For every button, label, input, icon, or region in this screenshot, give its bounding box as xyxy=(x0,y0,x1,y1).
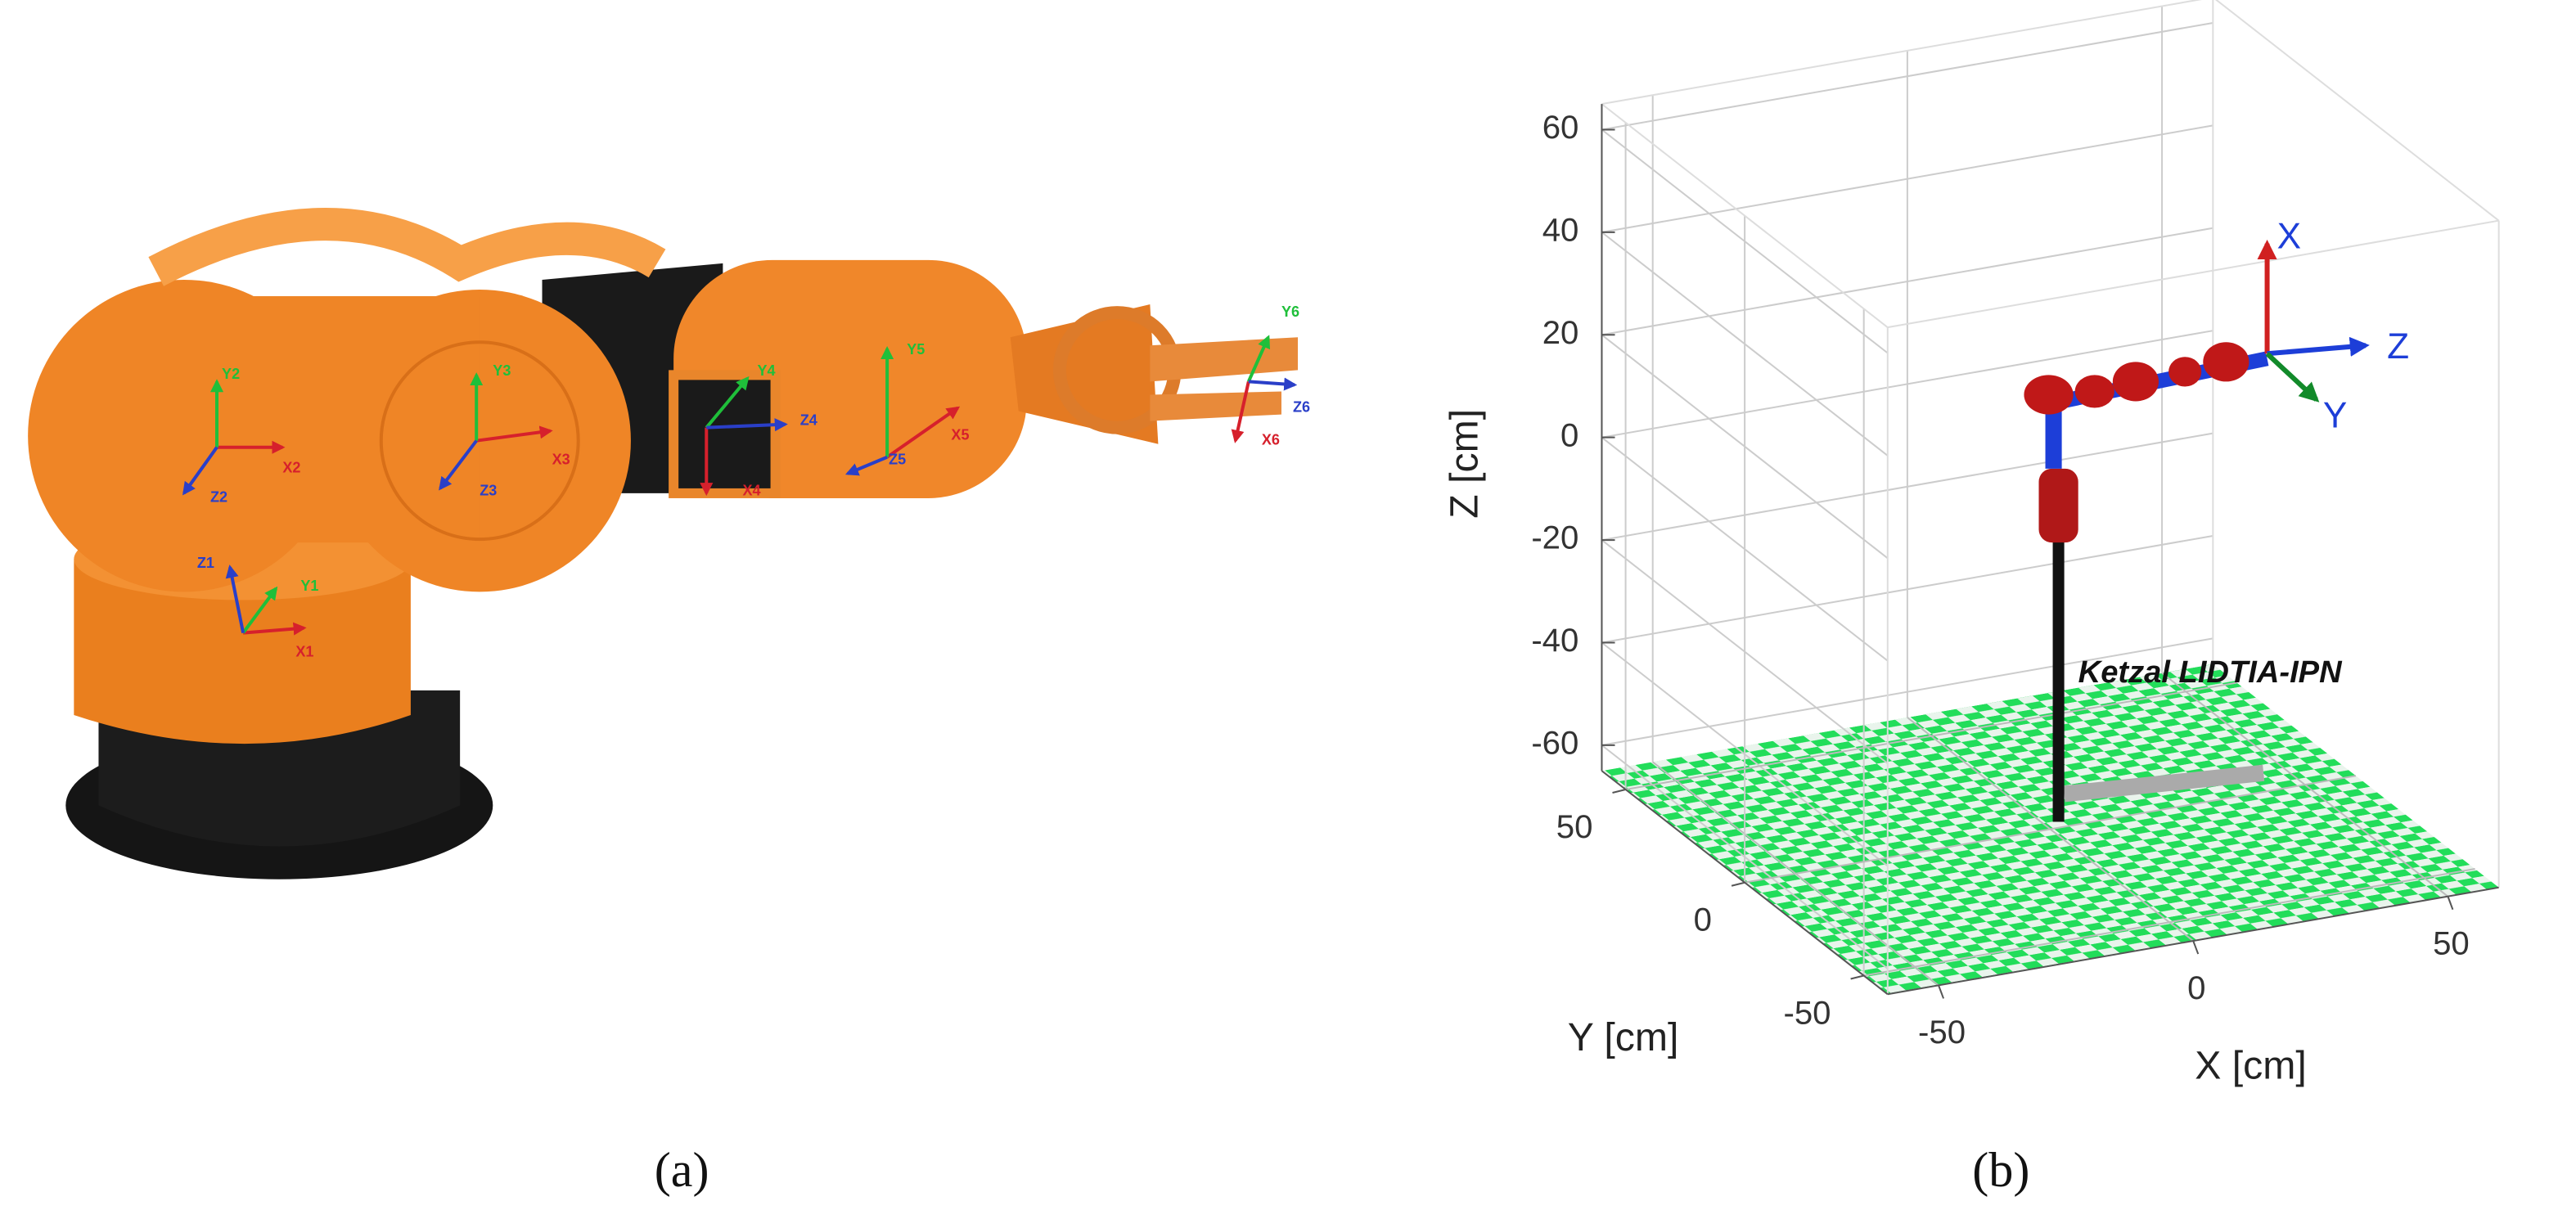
frame-axis xyxy=(242,622,307,636)
x-tick-label: 50 xyxy=(2433,924,2470,961)
frame-axis xyxy=(182,446,218,496)
tick-mark xyxy=(1731,881,1745,887)
z-axis-label: Z [cm] xyxy=(1443,409,1487,519)
box-edge xyxy=(2214,0,2500,222)
z-tick-label: 0 xyxy=(1560,416,1578,453)
z-tick-label: -60 xyxy=(1531,724,1578,761)
y-tick-label: -50 xyxy=(1783,994,1831,1031)
robot-render xyxy=(28,207,1299,879)
frame-axis xyxy=(1248,377,1298,391)
frame-label: Z2 xyxy=(210,489,227,506)
x-tick-label: 0 xyxy=(2187,969,2205,1006)
y-axis-label: Y [cm] xyxy=(1568,1015,1679,1059)
frame-label: Z4 xyxy=(800,412,817,428)
frame-label: X5 xyxy=(951,426,969,443)
frame-label: Z5 xyxy=(889,452,906,468)
caption-a: (a) xyxy=(655,1143,709,1198)
z-tick-label: 60 xyxy=(1542,109,1579,146)
grid-line xyxy=(1863,868,2475,977)
box-edge xyxy=(1601,0,2202,106)
frame-label: Y2 xyxy=(222,366,240,382)
tick-mark xyxy=(1938,985,1944,999)
x-tick-label: -50 xyxy=(1918,1014,1966,1050)
tick-mark xyxy=(2192,940,2200,955)
box-edge xyxy=(1887,219,2499,329)
frame-axis xyxy=(225,565,245,633)
frame-axis xyxy=(885,406,961,459)
tick-mark xyxy=(2447,896,2454,911)
frame-label: Y1 xyxy=(300,578,318,594)
frame-label: Z3 xyxy=(480,483,497,499)
frame-label: X1 xyxy=(295,643,313,659)
frame-y-label: Y xyxy=(2323,395,2347,435)
x-axis-label: X [cm] xyxy=(2195,1043,2307,1087)
frame-axis xyxy=(241,586,278,634)
frame-label: X4 xyxy=(742,483,760,499)
frame-label: Y4 xyxy=(758,362,776,379)
z-tick-label: -20 xyxy=(1531,520,1578,556)
frame-label: X2 xyxy=(282,460,300,476)
frame-axis xyxy=(706,418,788,432)
annotation: Ketzal LIDTIA-IPN xyxy=(2078,654,2343,690)
frame-label: Y6 xyxy=(1281,304,1299,320)
tick-mark xyxy=(1612,789,1626,794)
y-tick-label: 50 xyxy=(1556,808,1593,845)
grid-line xyxy=(1744,775,2357,884)
frame-z-label: Z xyxy=(2387,326,2409,367)
frame-label: Y3 xyxy=(493,362,511,379)
frame-axis xyxy=(1246,335,1271,383)
frame-axis xyxy=(1231,380,1250,443)
frame-label: Z6 xyxy=(1293,398,1310,415)
frame-label: Y5 xyxy=(907,341,925,358)
grid-line xyxy=(1625,681,2237,790)
z-tick-label: -40 xyxy=(1531,622,1578,659)
frame-axis xyxy=(705,376,750,429)
caption-b: (b) xyxy=(1972,1143,2029,1198)
box-edge xyxy=(1601,103,1889,328)
frame-axis xyxy=(439,439,478,491)
y-tick-label: 0 xyxy=(1694,902,1712,938)
frame-axis xyxy=(475,425,553,443)
z-tick-label: 40 xyxy=(1542,211,1579,248)
frame-label: Z1 xyxy=(197,555,214,571)
robot-model xyxy=(2024,239,2370,822)
frame-label: X6 xyxy=(1262,431,1280,448)
frame-x-label: X xyxy=(2277,216,2301,256)
z-tick-label: 20 xyxy=(1542,314,1579,351)
frame-label: X3 xyxy=(552,452,570,468)
tick-mark xyxy=(1850,974,1864,980)
frame-axis xyxy=(844,455,888,476)
